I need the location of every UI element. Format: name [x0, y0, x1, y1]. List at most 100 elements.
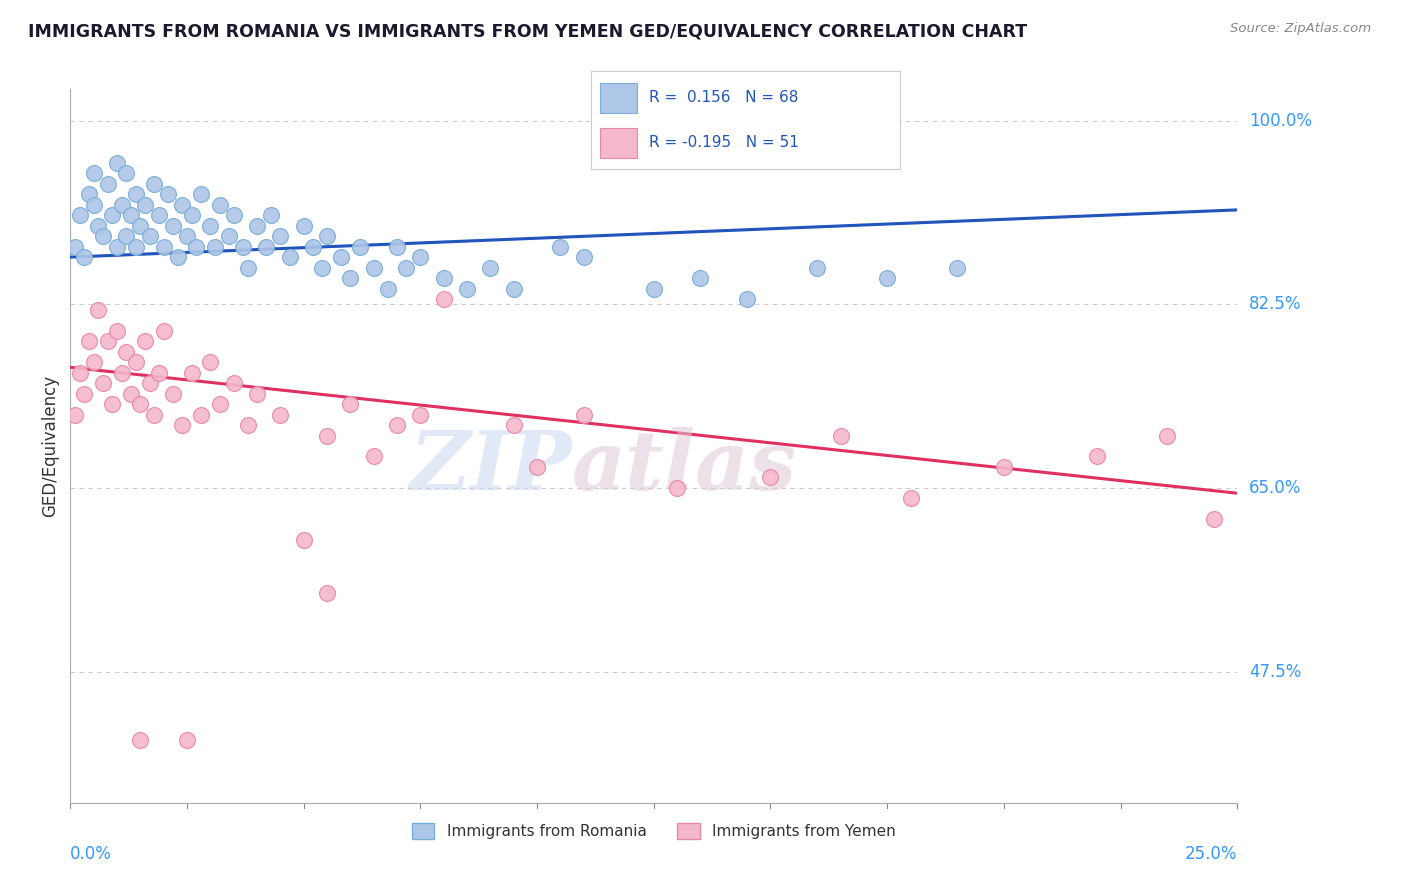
- Point: [363, 260, 385, 275]
- Point: [316, 229, 339, 244]
- Text: 25.0%: 25.0%: [1185, 845, 1237, 863]
- Point: [129, 219, 152, 233]
- Point: [316, 586, 339, 600]
- Point: [143, 177, 166, 191]
- Point: [363, 450, 385, 464]
- Legend: Immigrants from Romania, Immigrants from Yemen: Immigrants from Romania, Immigrants from…: [405, 817, 903, 845]
- Point: [69, 366, 91, 380]
- Point: [87, 302, 110, 317]
- Point: [111, 197, 134, 211]
- Point: [162, 386, 184, 401]
- Point: [190, 408, 212, 422]
- Bar: [600, 128, 637, 158]
- Point: [946, 260, 969, 275]
- Point: [129, 397, 152, 411]
- Point: [157, 187, 180, 202]
- Point: [172, 197, 194, 211]
- Point: [77, 334, 100, 348]
- Point: [77, 187, 100, 202]
- Point: [395, 260, 418, 275]
- Point: [101, 208, 124, 222]
- Point: [479, 260, 502, 275]
- Point: [643, 282, 665, 296]
- Point: [254, 239, 277, 253]
- Point: [526, 460, 548, 475]
- Point: [218, 229, 240, 244]
- Point: [232, 239, 254, 253]
- Point: [1156, 428, 1178, 442]
- Point: [105, 239, 128, 253]
- Point: [200, 219, 222, 233]
- Text: atlas: atlas: [572, 427, 797, 508]
- Point: [87, 219, 110, 233]
- Point: [409, 250, 432, 264]
- Point: [73, 386, 96, 401]
- Point: [735, 292, 758, 306]
- Point: [208, 397, 231, 411]
- Point: [269, 229, 291, 244]
- Point: [385, 417, 408, 432]
- Point: [134, 334, 156, 348]
- Point: [105, 155, 128, 169]
- Point: [134, 197, 156, 211]
- Point: [689, 271, 711, 285]
- Point: [83, 166, 105, 180]
- Point: [236, 260, 259, 275]
- Point: [222, 376, 245, 390]
- Point: [204, 239, 226, 253]
- Point: [120, 208, 142, 222]
- Point: [115, 344, 138, 359]
- Point: [115, 166, 138, 180]
- Point: [550, 239, 572, 253]
- Point: [152, 239, 174, 253]
- Point: [115, 229, 138, 244]
- Point: [433, 271, 456, 285]
- Point: [339, 271, 361, 285]
- Text: 100.0%: 100.0%: [1249, 112, 1312, 129]
- Point: [138, 376, 160, 390]
- Text: 47.5%: 47.5%: [1249, 663, 1302, 681]
- Point: [278, 250, 301, 264]
- Point: [101, 397, 124, 411]
- Point: [91, 229, 114, 244]
- Point: [993, 460, 1015, 475]
- Point: [330, 250, 353, 264]
- Point: [124, 239, 146, 253]
- Point: [311, 260, 333, 275]
- Bar: [600, 83, 637, 112]
- Point: [129, 732, 152, 747]
- Point: [186, 239, 208, 253]
- Point: [105, 324, 128, 338]
- Point: [180, 208, 202, 222]
- Point: [260, 208, 283, 222]
- Point: [1085, 450, 1108, 464]
- Text: ZIP: ZIP: [409, 427, 572, 508]
- Point: [124, 355, 146, 369]
- Point: [385, 239, 408, 253]
- Point: [143, 408, 166, 422]
- Point: [502, 417, 524, 432]
- Point: [900, 491, 922, 506]
- Text: 0.0%: 0.0%: [70, 845, 112, 863]
- Point: [876, 271, 898, 285]
- Point: [572, 250, 595, 264]
- Point: [63, 239, 86, 253]
- Text: Source: ZipAtlas.com: Source: ZipAtlas.com: [1230, 22, 1371, 36]
- Point: [69, 208, 91, 222]
- Point: [120, 386, 142, 401]
- Point: [502, 282, 524, 296]
- Point: [302, 239, 325, 253]
- Point: [246, 386, 269, 401]
- Point: [172, 417, 194, 432]
- Text: R = -0.195   N = 51: R = -0.195 N = 51: [650, 136, 799, 151]
- Point: [292, 219, 315, 233]
- Point: [222, 208, 245, 222]
- Point: [1202, 512, 1225, 526]
- Point: [180, 366, 202, 380]
- Point: [349, 239, 371, 253]
- Point: [152, 324, 174, 338]
- Point: [246, 219, 269, 233]
- Point: [97, 177, 120, 191]
- Point: [200, 355, 222, 369]
- Point: [111, 366, 134, 380]
